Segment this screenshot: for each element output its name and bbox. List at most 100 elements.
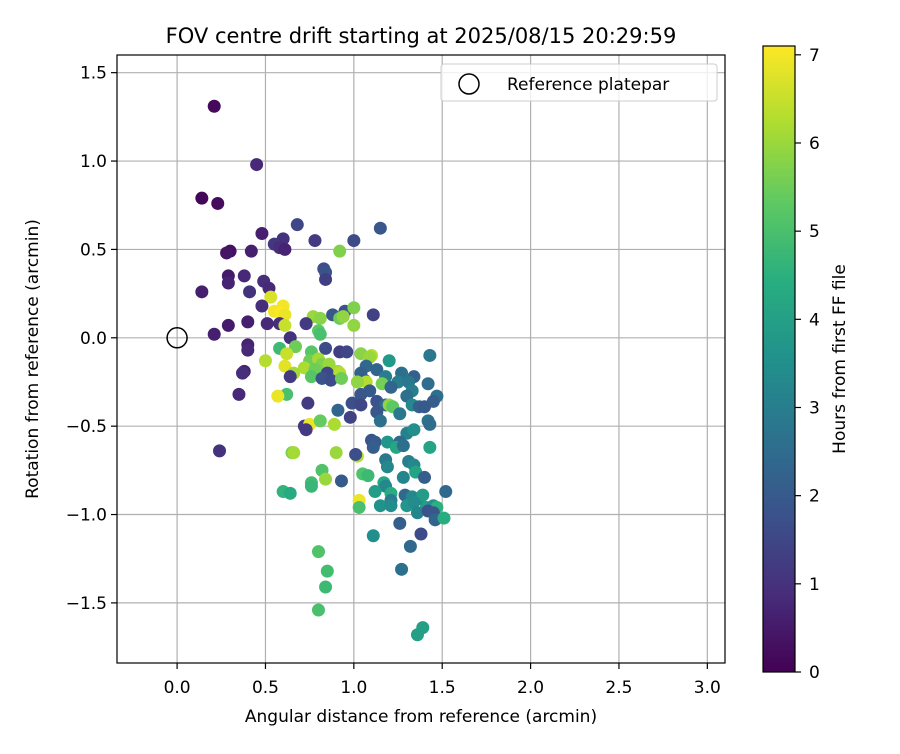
colorbar-gradient <box>762 45 796 673</box>
colorbar-tick-label: 1 <box>809 575 820 595</box>
data-point <box>370 363 384 377</box>
data-point <box>414 527 428 541</box>
colorbar-tick-label: 2 <box>809 487 820 507</box>
x-tick-label: 3.0 <box>694 678 721 698</box>
reference-marker-layer <box>166 327 188 349</box>
data-point <box>382 354 396 368</box>
data-point <box>421 377 435 391</box>
data-point <box>366 529 380 543</box>
data-point <box>195 285 209 299</box>
data-point <box>304 370 318 384</box>
data-point <box>395 562 409 576</box>
data-point <box>221 276 235 290</box>
data-point <box>221 318 235 332</box>
data-point <box>297 361 311 375</box>
data-point <box>334 371 348 385</box>
data-point <box>211 196 225 210</box>
y-tick-label: −1.5 <box>66 594 107 614</box>
data-point <box>396 470 410 484</box>
data-point <box>416 488 430 502</box>
data-point <box>319 472 333 486</box>
data-point <box>410 506 424 520</box>
data-point <box>213 444 227 458</box>
data-point <box>352 500 366 514</box>
colorbar-tick-label: 0 <box>809 663 820 683</box>
x-tick-label: 0.0 <box>164 678 191 698</box>
data-point <box>329 446 343 460</box>
data-point <box>283 486 297 500</box>
legend: Reference platepar <box>440 63 718 102</box>
data-point <box>319 580 333 594</box>
x-tick-label: 2.5 <box>605 678 632 698</box>
data-point <box>354 387 368 401</box>
data-point <box>255 227 269 241</box>
colorbar-label: Hours from first FF file <box>830 264 850 454</box>
colorbar-tick-label: 5 <box>809 222 820 242</box>
y-tick-label: 1.0 <box>80 152 107 172</box>
data-point <box>258 354 272 368</box>
chart-title: FOV centre drift starting at 2025/08/15 … <box>166 24 677 48</box>
data-point <box>347 318 361 332</box>
data-point <box>333 244 347 258</box>
data-point <box>366 440 380 454</box>
y-tick-label: 1.5 <box>80 64 107 84</box>
data-point <box>423 440 437 454</box>
x-axis-ticks: 0.0 0.5 1.0 1.5 2.0 2.5 3.0 <box>164 663 721 698</box>
data-point <box>313 414 327 428</box>
data-point <box>347 301 361 315</box>
data-point <box>410 628 424 642</box>
data-point <box>278 359 292 373</box>
data-point <box>287 446 301 460</box>
legend-label: Reference platepar <box>507 75 669 95</box>
data-point <box>313 327 327 341</box>
data-point <box>220 246 234 260</box>
data-point <box>384 499 398 513</box>
data-point <box>304 479 318 493</box>
data-point <box>264 290 278 304</box>
plot-frame <box>116 54 726 664</box>
data-point <box>235 366 249 380</box>
data-points <box>195 99 453 642</box>
colorbar-tick-label: 3 <box>809 398 820 418</box>
data-point <box>207 99 221 113</box>
data-point <box>407 423 421 437</box>
legend-marker-icon <box>458 73 480 95</box>
data-point <box>207 327 221 341</box>
x-tick-label: 0.5 <box>252 678 279 698</box>
data-point <box>368 485 382 499</box>
y-tick-label: 0.0 <box>80 329 107 349</box>
data-point <box>308 234 322 248</box>
data-point <box>354 398 368 412</box>
data-point <box>343 410 357 424</box>
x-axis-label: Angular distance from reference (arcmin) <box>245 707 597 727</box>
grid-lines <box>117 55 725 663</box>
data-point <box>437 511 451 525</box>
data-point <box>373 499 387 513</box>
data-point <box>384 380 398 394</box>
colorbar-tick-label: 4 <box>809 310 820 330</box>
data-point <box>250 158 264 172</box>
data-point <box>336 310 350 324</box>
data-point <box>290 218 304 232</box>
y-axis-ticks: −1.5 −1.0 −0.5 0.0 0.5 1.0 1.5 <box>66 64 117 614</box>
data-point <box>331 403 345 417</box>
colorbar-ticks: 0 1 2 3 4 5 6 7 <box>795 46 820 683</box>
data-point <box>393 407 407 421</box>
data-point <box>241 343 255 357</box>
data-point <box>324 373 338 387</box>
x-tick-label: 1.0 <box>340 678 367 698</box>
data-point <box>299 423 313 437</box>
data-point <box>271 389 285 403</box>
data-point <box>241 315 255 329</box>
data-point <box>283 370 297 384</box>
data-point <box>380 460 394 474</box>
data-point <box>311 545 325 559</box>
data-point <box>393 516 407 530</box>
data-point <box>327 417 341 431</box>
data-point <box>350 375 364 389</box>
data-point <box>278 318 292 332</box>
data-point <box>313 311 327 325</box>
data-point <box>319 341 333 355</box>
data-point <box>340 345 354 359</box>
